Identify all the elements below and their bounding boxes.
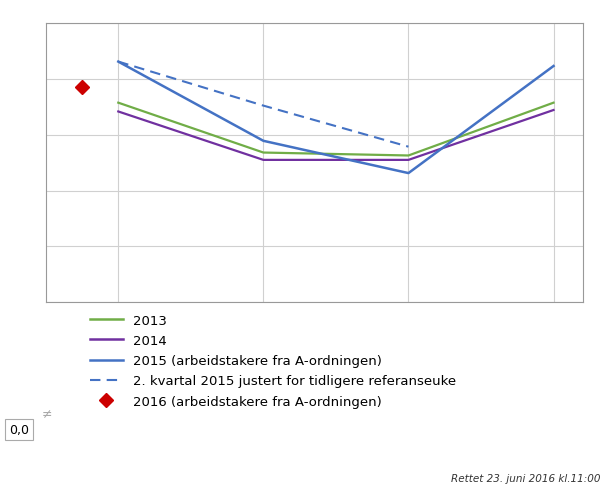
Text: Rettet 23. juni 2016 kl.11:00: Rettet 23. juni 2016 kl.11:00 (451, 473, 601, 483)
Legend: 2013, 2014, 2015 (arbeidstakere fra A-ordningen), 2. kvartal 2015 justert for ti: 2013, 2014, 2015 (arbeidstakere fra A-or… (90, 314, 457, 408)
Text: 0,0: 0,0 (9, 423, 29, 436)
Text: ≠: ≠ (41, 406, 52, 419)
